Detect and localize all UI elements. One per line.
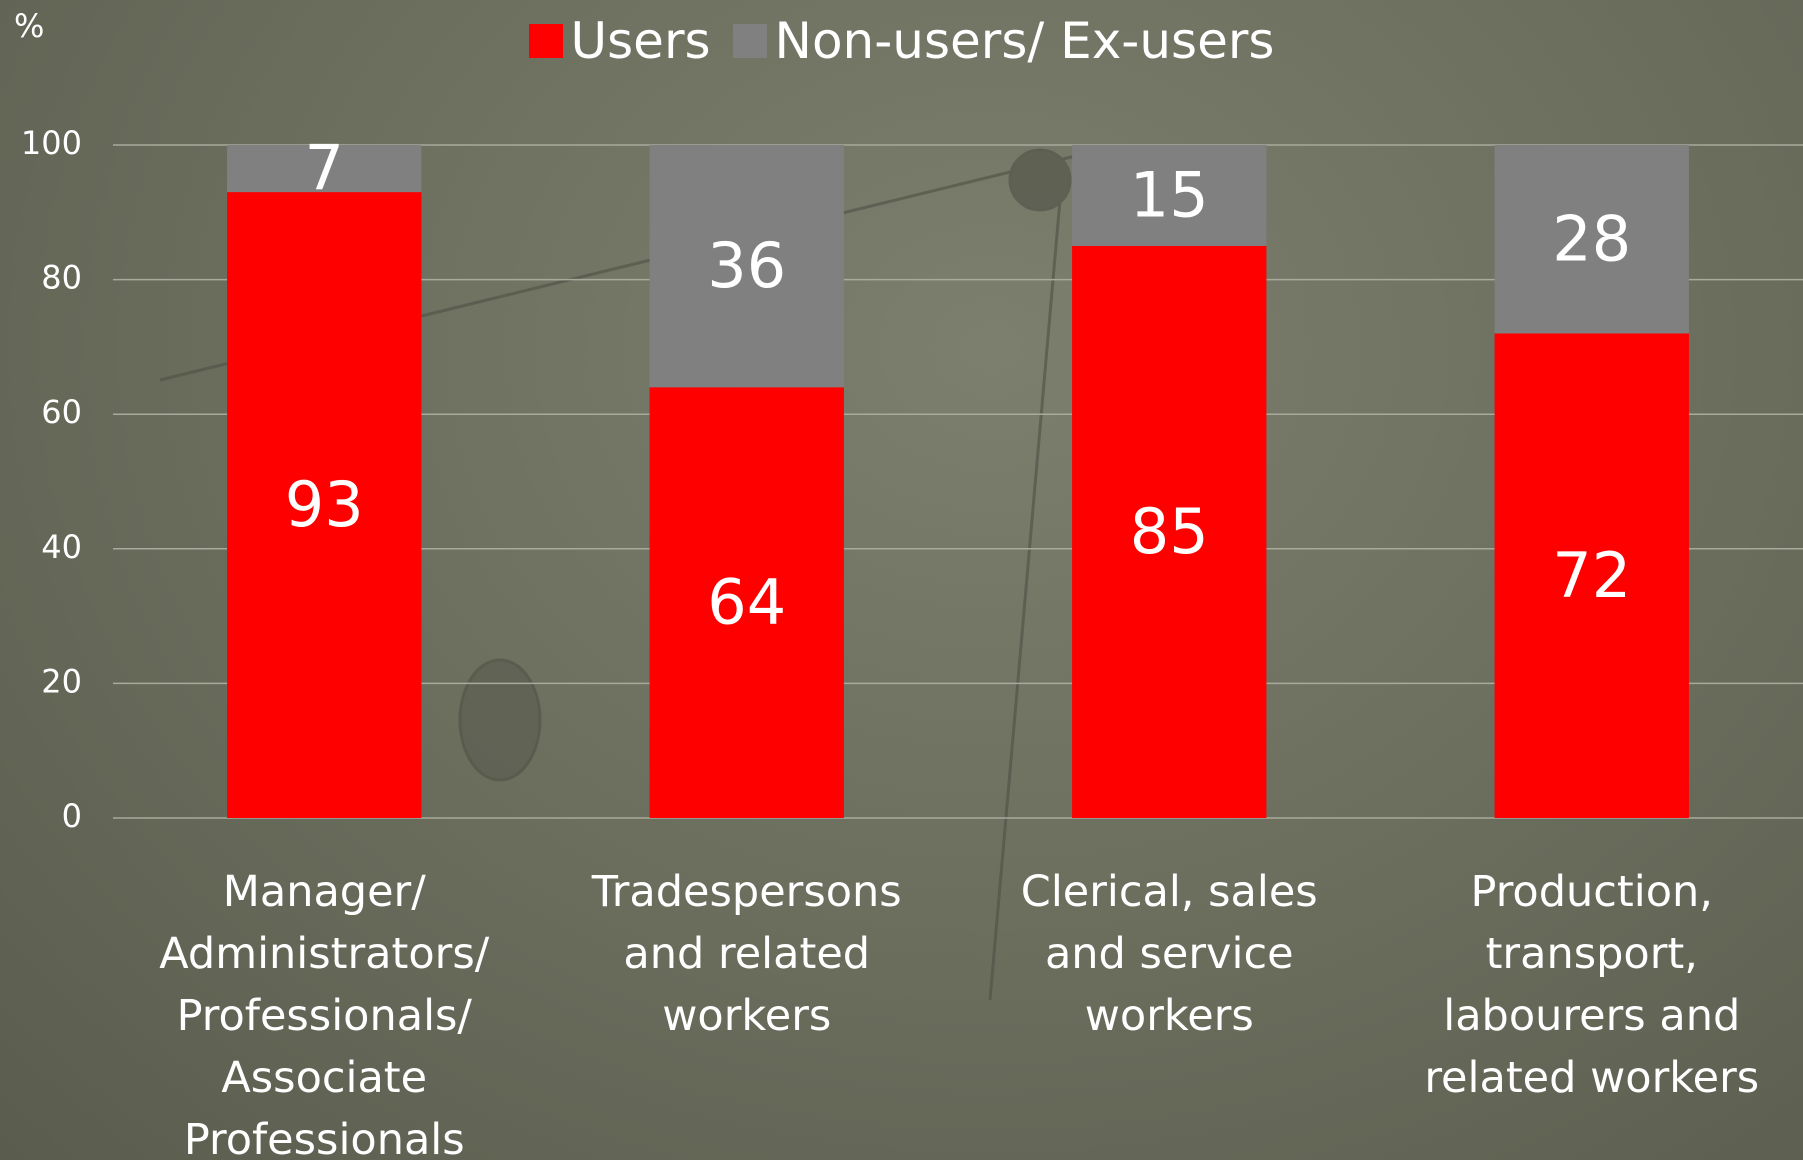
legend-swatch [733,24,767,58]
value-label: 93 [285,468,364,541]
y-tick-label: 100 [21,124,82,162]
value-label: 85 [1130,495,1209,568]
y-tick-label: 20 [41,662,82,700]
y-tick-label: 80 [41,259,82,297]
x-tick-label: Production, transport, labourers and rel… [1402,861,1782,1109]
value-label: 28 [1552,202,1631,275]
legend-label: Non-users/ Ex-users [775,12,1275,70]
value-label: 7 [305,132,344,205]
y-tick-label: 40 [41,528,82,566]
value-label: 64 [707,566,786,639]
legend-label: Users [571,12,711,70]
x-tick-label: Tradespersons and related workers [557,861,937,1047]
y-tick-label: 0 [62,797,82,835]
value-label: 36 [707,229,786,302]
x-tick-label: Manager/ Administrators/ Professionals/ … [134,861,514,1160]
x-tick-label: Clerical, sales and service workers [979,861,1359,1047]
legend-swatch [529,24,563,58]
y-tick-label: 60 [41,393,82,431]
value-label: 15 [1130,159,1209,232]
chart-page: % 020406080100937643685157228 UsersNon-u… [0,0,1803,1160]
legend: Users Non-users/ Ex-users [0,12,1803,70]
value-label: 72 [1552,539,1631,612]
